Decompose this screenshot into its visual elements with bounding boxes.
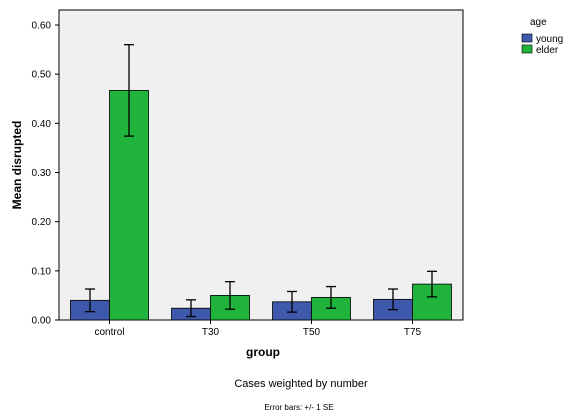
y-axis-title: Mean disrupted bbox=[10, 121, 24, 210]
x-tick-label-T30: T30 bbox=[202, 327, 220, 338]
legend-swatch-young bbox=[521, 33, 533, 43]
legend-swatch-elder bbox=[521, 44, 533, 54]
x-axis-title: group bbox=[246, 345, 280, 359]
x-tick-label-control: control bbox=[94, 327, 124, 338]
y-tick-label: 0.20 bbox=[32, 217, 52, 228]
footnote-error-bars: Error bars: +/- 1 SE bbox=[264, 403, 333, 412]
y-tick-label: 0.50 bbox=[32, 70, 52, 81]
x-tick-label-T50: T50 bbox=[303, 327, 321, 338]
legend: age young elder bbox=[521, 17, 563, 56]
bars-group bbox=[70, 44, 452, 321]
legend-label-young: young bbox=[536, 34, 563, 45]
legend-title: age bbox=[530, 17, 547, 28]
y-tick-label: 0.00 bbox=[32, 316, 52, 327]
y-tick-label: 0.60 bbox=[32, 21, 52, 32]
y-tick-label: 0.40 bbox=[32, 119, 52, 130]
x-axis: control T30 T50 T75 bbox=[94, 320, 422, 338]
legend-label-elder: elder bbox=[536, 45, 559, 56]
y-axis: 0.00 0.10 0.20 0.30 0.40 0.50 0.60 bbox=[32, 21, 59, 327]
x-tick-label-T75: T75 bbox=[404, 327, 422, 338]
y-tick-label: 0.30 bbox=[32, 168, 52, 179]
footnote-weighting: Cases weighted by number bbox=[234, 378, 368, 390]
y-tick-label: 0.10 bbox=[32, 266, 52, 277]
